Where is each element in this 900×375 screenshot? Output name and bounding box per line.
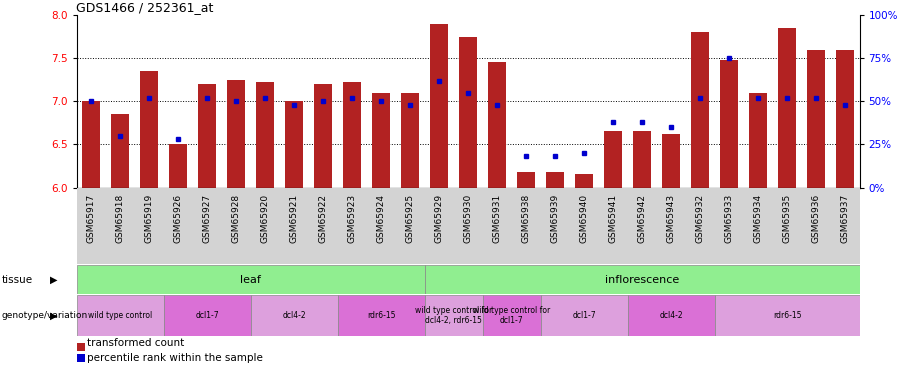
- Text: GSM65941: GSM65941: [608, 194, 617, 243]
- Text: GSM65935: GSM65935: [782, 194, 791, 243]
- Bar: [750, 93, 767, 188]
- Bar: [285, 101, 302, 188]
- Bar: [634, 131, 651, 188]
- Text: dcl4-2: dcl4-2: [283, 311, 306, 320]
- Text: GSM65934: GSM65934: [753, 194, 762, 243]
- Text: ▶: ▶: [50, 310, 57, 320]
- Text: ▶: ▶: [50, 275, 57, 285]
- Text: GSM65919: GSM65919: [145, 194, 154, 243]
- Bar: [164, 295, 250, 336]
- Text: percentile rank within the sample: percentile rank within the sample: [87, 353, 263, 363]
- Text: GSM65921: GSM65921: [290, 194, 299, 243]
- Text: GSM65923: GSM65923: [347, 194, 356, 243]
- Bar: [112, 114, 129, 188]
- Text: GSM65938: GSM65938: [521, 194, 530, 243]
- Bar: [425, 295, 482, 336]
- Text: GSM65932: GSM65932: [696, 194, 705, 243]
- Bar: [546, 172, 563, 188]
- Bar: [715, 295, 860, 336]
- Bar: [198, 84, 216, 188]
- Bar: [314, 84, 332, 188]
- Text: leaf: leaf: [240, 275, 261, 285]
- Bar: [228, 80, 245, 188]
- Text: GSM65925: GSM65925: [406, 194, 415, 243]
- Bar: [169, 144, 186, 188]
- Text: wild type control: wild type control: [88, 311, 152, 320]
- Text: genotype/variation: genotype/variation: [2, 311, 88, 320]
- Text: GSM65940: GSM65940: [580, 194, 589, 243]
- Text: GSM65918: GSM65918: [115, 194, 124, 243]
- Text: rdr6-15: rdr6-15: [773, 311, 801, 320]
- Bar: [459, 37, 477, 188]
- Bar: [489, 62, 506, 188]
- Bar: [575, 174, 593, 188]
- Bar: [662, 134, 680, 188]
- Bar: [373, 93, 390, 188]
- Bar: [541, 295, 627, 336]
- Text: wild type control for
dcl1-7: wild type control for dcl1-7: [472, 306, 550, 325]
- Bar: [401, 93, 419, 188]
- Text: GSM65924: GSM65924: [376, 194, 385, 243]
- Text: GDS1466 / 252361_at: GDS1466 / 252361_at: [76, 1, 214, 14]
- Bar: [76, 265, 425, 294]
- Bar: [778, 28, 796, 188]
- Text: dcl4-2: dcl4-2: [659, 311, 683, 320]
- Text: GSM65936: GSM65936: [812, 194, 821, 243]
- Text: GSM65920: GSM65920: [260, 194, 269, 243]
- Bar: [482, 295, 541, 336]
- Text: GSM65927: GSM65927: [202, 194, 211, 243]
- Bar: [518, 172, 535, 188]
- Text: GSM65930: GSM65930: [464, 194, 472, 243]
- Text: rdr6-15: rdr6-15: [367, 311, 395, 320]
- Text: inflorescence: inflorescence: [605, 275, 680, 285]
- Text: GSM65942: GSM65942: [637, 194, 646, 243]
- Text: wild type control for
dcl4-2, rdr6-15: wild type control for dcl4-2, rdr6-15: [415, 306, 492, 325]
- Bar: [425, 265, 860, 294]
- Bar: [430, 24, 447, 188]
- Text: dcl1-7: dcl1-7: [572, 311, 596, 320]
- Bar: [76, 295, 164, 336]
- Bar: [343, 82, 361, 188]
- Text: transformed count: transformed count: [87, 338, 184, 348]
- Bar: [82, 101, 100, 188]
- Bar: [691, 32, 708, 188]
- Bar: [807, 50, 824, 188]
- Bar: [140, 71, 158, 188]
- Bar: [338, 295, 425, 336]
- Bar: [720, 60, 738, 188]
- Text: GSM65943: GSM65943: [667, 194, 676, 243]
- Text: GSM65929: GSM65929: [435, 194, 444, 243]
- Bar: [256, 82, 274, 188]
- Text: GSM65931: GSM65931: [492, 194, 501, 243]
- Bar: [604, 131, 622, 188]
- Bar: [250, 295, 338, 336]
- Bar: [627, 295, 715, 336]
- Text: GSM65933: GSM65933: [724, 194, 733, 243]
- Text: GSM65937: GSM65937: [841, 194, 850, 243]
- Text: GSM65928: GSM65928: [231, 194, 240, 243]
- Text: GSM65922: GSM65922: [319, 194, 328, 243]
- Text: GSM65939: GSM65939: [551, 194, 560, 243]
- Text: GSM65917: GSM65917: [86, 194, 95, 243]
- Text: tissue: tissue: [2, 275, 33, 285]
- Text: GSM65926: GSM65926: [174, 194, 183, 243]
- Bar: [836, 50, 854, 188]
- Text: dcl1-7: dcl1-7: [195, 311, 219, 320]
